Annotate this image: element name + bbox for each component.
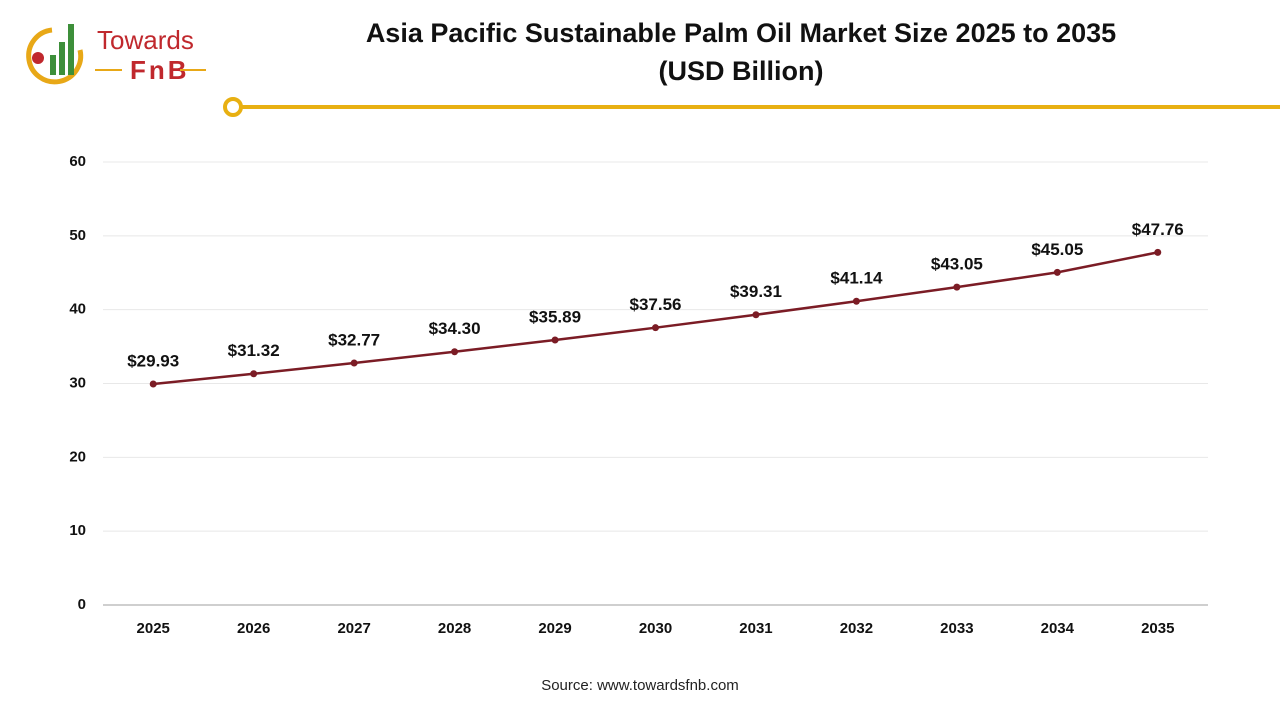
y-tick-label: 10 xyxy=(69,522,86,539)
marker xyxy=(953,283,961,291)
data-label: $31.32 xyxy=(228,341,280,360)
marker xyxy=(1053,268,1061,276)
data-label: $29.93 xyxy=(127,352,179,371)
logo-text: Towards xyxy=(97,25,194,55)
header-rule-dot xyxy=(223,97,243,117)
marker xyxy=(551,336,559,344)
source: Source: www.towardsfnb.com xyxy=(541,677,739,694)
y-tick-label: 50 xyxy=(69,227,86,244)
data-label: $41.14 xyxy=(830,269,883,288)
logo-dot xyxy=(32,52,44,64)
data-label: $34.30 xyxy=(429,319,481,338)
y-tick-label: 30 xyxy=(69,374,86,391)
data-label: $32.77 xyxy=(328,331,380,350)
data-label: $37.56 xyxy=(630,295,682,314)
logo-text: FnB xyxy=(130,55,190,85)
marker xyxy=(350,359,358,367)
x-tick-label: 2028 xyxy=(438,620,471,637)
marker xyxy=(852,297,860,305)
y-tick-label: 40 xyxy=(69,301,86,318)
logo-bar xyxy=(50,55,56,75)
x-tick-label: 2029 xyxy=(538,620,571,637)
x-tick-label: 2035 xyxy=(1141,620,1174,637)
logo: Towards FnB xyxy=(26,24,206,85)
marker xyxy=(652,324,659,332)
data-label: $35.89 xyxy=(529,307,581,326)
y-tick-label: 20 xyxy=(69,448,86,465)
data-label: $45.05 xyxy=(1031,240,1083,259)
x-tick-label: 2026 xyxy=(237,620,270,637)
x-tick-label: 2027 xyxy=(337,620,370,637)
marker xyxy=(1154,248,1162,256)
marker xyxy=(752,311,760,319)
y-tick-label: 0 xyxy=(78,596,86,613)
x-tick-label: 2030 xyxy=(639,620,672,637)
y-tick-label: 60 xyxy=(69,153,86,170)
data-label: $39.31 xyxy=(730,282,782,301)
logo-arc xyxy=(26,27,84,85)
chart-title: Asia Pacific Sustainable Palm Oil Market… xyxy=(366,18,1116,48)
chart-title: (USD Billion) xyxy=(659,56,824,86)
data-label: $43.05 xyxy=(931,255,983,274)
x-tick-label: 2032 xyxy=(840,620,873,637)
data-label: $47.76 xyxy=(1132,220,1184,239)
logo-bar xyxy=(59,42,65,75)
logo-bar xyxy=(68,24,74,75)
x-tick-label: 2034 xyxy=(1041,620,1075,637)
marker xyxy=(451,348,459,356)
line xyxy=(153,251,1159,386)
x-tick-label: 2033 xyxy=(940,620,973,637)
marker xyxy=(149,380,157,388)
marker xyxy=(250,370,258,378)
x-tick-label: 2031 xyxy=(739,620,772,637)
x-tick-label: 2025 xyxy=(137,620,170,637)
